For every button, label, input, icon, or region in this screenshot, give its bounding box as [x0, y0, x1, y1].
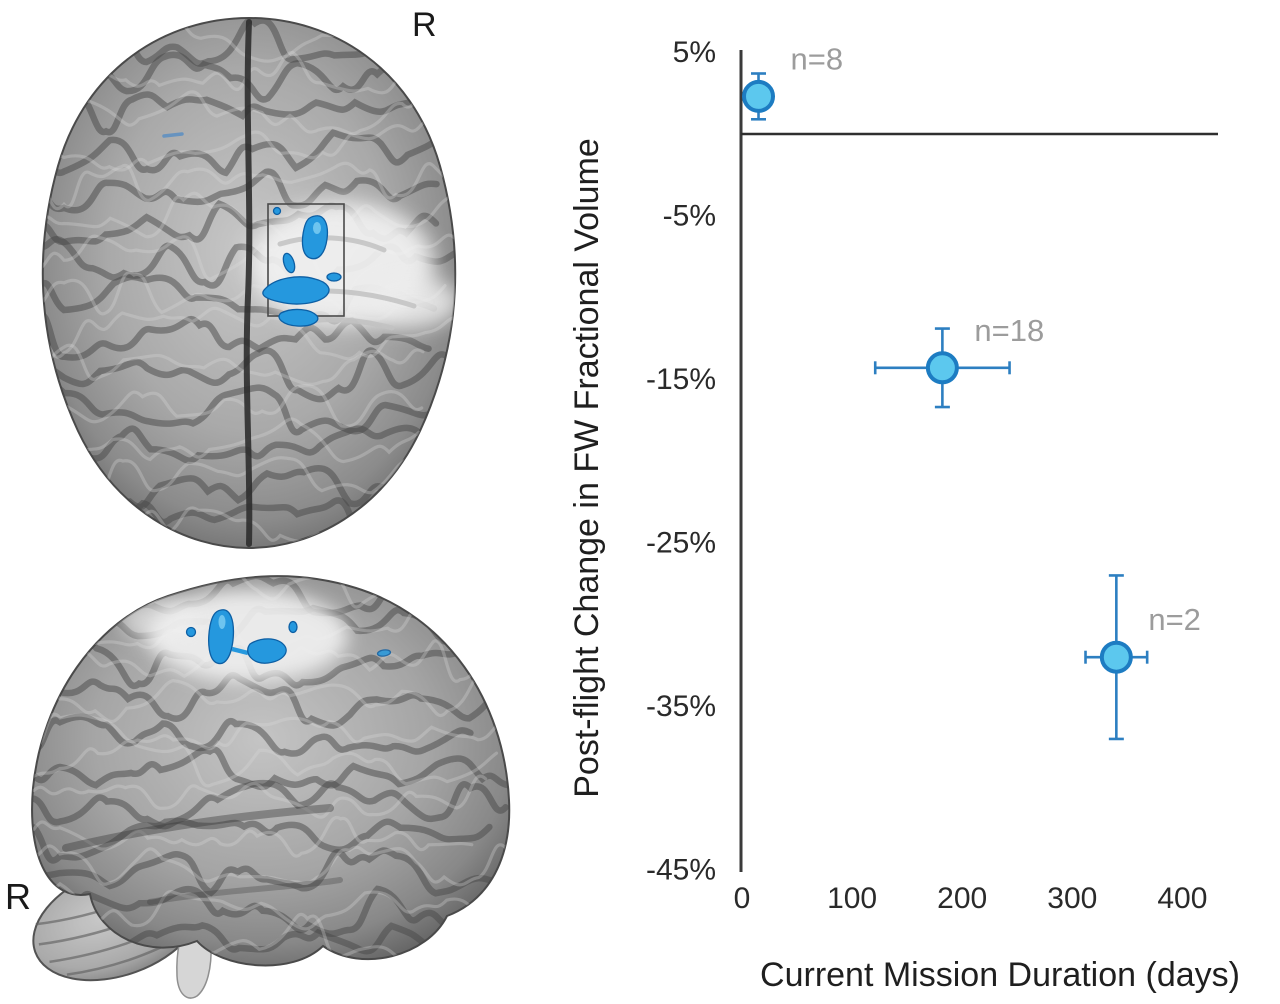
- vertex-highlight-region: [148, 590, 348, 682]
- data-point-marker: [925, 351, 959, 385]
- dorsal-left-fleck: [162, 132, 184, 138]
- sylvian-fissure: [62, 804, 334, 852]
- x-tick-label: 100: [827, 882, 877, 915]
- point-n-label: n=8: [791, 41, 844, 76]
- y-tick-label: 5%: [673, 36, 716, 69]
- y-axis-title: Post-flight Change in FW Fractional Volu…: [568, 138, 606, 798]
- dorsal-highlight-region-2: [364, 276, 456, 328]
- temporal-sulcus: [147, 877, 343, 905]
- brain-lateral-image: [31, 575, 511, 999]
- dorsal-blue-clusters: [262, 206, 342, 327]
- lateral-blue-clusters: [185, 609, 392, 665]
- y-tick-label: -25%: [646, 526, 716, 559]
- x-axis-title: Current Mission Duration (days): [760, 956, 1240, 994]
- x-tick-label: 0: [734, 882, 751, 915]
- point-n-label: n=18: [974, 313, 1044, 348]
- data-point-group: n=8: [742, 41, 844, 121]
- y-tick-label: -45%: [646, 853, 716, 886]
- data-point-marker: [1099, 640, 1133, 674]
- data-point-marker: [742, 79, 776, 113]
- y-tick-label: -15%: [646, 363, 716, 396]
- data-point-group: n=18: [873, 313, 1044, 409]
- point-n-label: n=2: [1148, 602, 1201, 637]
- scatter-chart: 5% -5% -15% -25% -35% -45% 0 100 200 300 400 Curren…: [568, 36, 1240, 994]
- vertex-highlight-region-2: [120, 598, 200, 642]
- y-tick-label: -5%: [663, 199, 716, 232]
- x-tick-label: 200: [937, 882, 987, 915]
- orientation-label-dorsal: R: [412, 6, 437, 44]
- orientation-label-lateral: R: [5, 876, 31, 917]
- y-tick-label: -35%: [646, 690, 716, 723]
- x-tick-label: 300: [1047, 882, 1097, 915]
- brain-dorsal-image: [41, 16, 457, 550]
- x-tick-label: 400: [1157, 882, 1207, 915]
- data-point-group: n=2: [1084, 574, 1201, 741]
- dorsal-midline-fissure: [243, 19, 253, 547]
